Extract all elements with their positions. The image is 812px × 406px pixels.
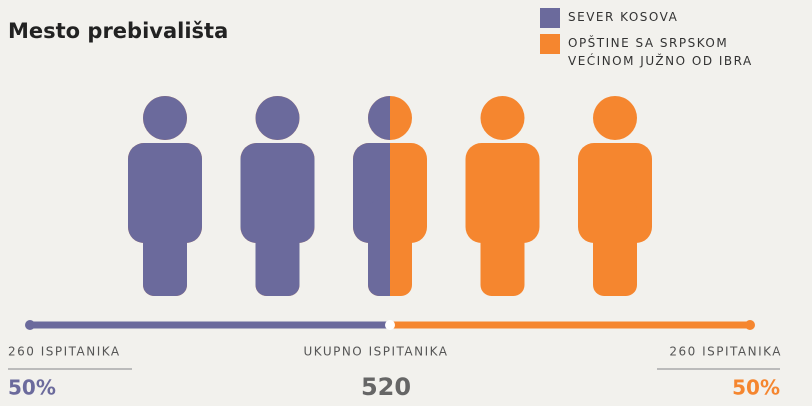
- legend-item: OPŠTINE SA SRPSKOM VEĆINOM JUŽNO OD IBRA: [540, 34, 800, 70]
- legend-swatch: [540, 8, 560, 28]
- legend-swatch: [540, 34, 560, 54]
- figures-group: [128, 96, 390, 296]
- figure-legs: [255, 200, 300, 296]
- figure-head: [368, 96, 390, 140]
- figure-legs: [368, 200, 390, 296]
- figure-head: [255, 96, 300, 140]
- total-value: 520: [361, 373, 411, 401]
- figure-head: [593, 96, 637, 140]
- value-label: 50%: [8, 376, 56, 400]
- chart-title: Mesto prebivališta: [8, 19, 228, 43]
- value-label: 50%: [732, 376, 780, 400]
- legend-item: SEVER KOSOVA: [540, 8, 800, 28]
- figure-legs: [480, 200, 525, 296]
- count-label: 260 ISPITANIKA: [669, 345, 782, 359]
- legend-label: OPŠTINE SA SRPSKOM VEĆINOM JUŽNO OD IBRA: [568, 36, 753, 68]
- legend-label: SEVER KOSOVA: [568, 10, 679, 24]
- figure-head: [480, 96, 525, 140]
- total-label: UKUPNO ISPITANIKA: [303, 345, 448, 359]
- line-dot: [745, 320, 755, 330]
- figure-legs: [143, 200, 187, 296]
- line-dot: [385, 320, 395, 330]
- figure-head: [143, 96, 187, 140]
- legend: SEVER KOSOVA OPŠTINE SA SRPSKOM VEĆINOM J…: [540, 8, 800, 76]
- count-label: 260 ISPITANIKA: [8, 345, 121, 359]
- figure-legs: [593, 200, 637, 296]
- line-dot: [25, 320, 35, 330]
